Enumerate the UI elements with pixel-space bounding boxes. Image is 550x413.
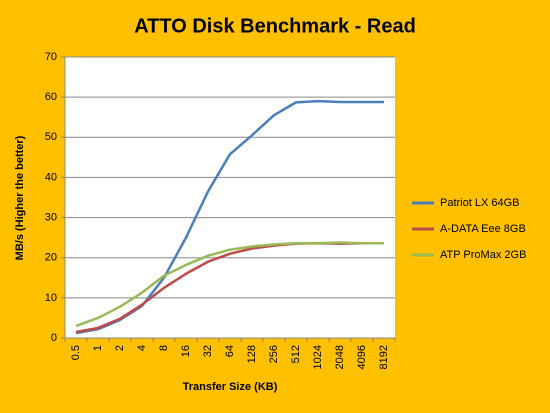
y-axis-label: MB/s (Higher the better) xyxy=(14,135,26,260)
x-tick-label: 4 xyxy=(136,345,148,351)
y-tick-label: 50 xyxy=(45,131,57,143)
chart-title: ATTO Disk Benchmark - Read xyxy=(134,15,416,37)
x-tick-label: 2048 xyxy=(334,345,346,369)
x-tick-label: 16 xyxy=(180,345,192,357)
x-tick-label: 64 xyxy=(224,345,236,357)
x-tick-label: 512 xyxy=(290,345,302,363)
y-tick-label: 20 xyxy=(45,252,57,264)
x-tick-label: 2 xyxy=(114,345,126,351)
x-tick-label: 0.5 xyxy=(70,345,82,360)
x-tick-label: 32 xyxy=(202,345,214,357)
y-tick-label: 0 xyxy=(51,332,57,344)
line-series xyxy=(75,241,384,328)
x-tick-label: 8 xyxy=(158,345,170,351)
plot-area xyxy=(65,57,395,338)
y-tick-label: 10 xyxy=(45,292,57,304)
x-tick-label: 4096 xyxy=(356,345,368,369)
y-tick-label: 30 xyxy=(45,211,57,223)
y-tick-label: 60 xyxy=(45,91,57,103)
x-tick-label: 1 xyxy=(92,345,104,351)
legend-label: A-DATA Eee 8GB xyxy=(440,223,526,235)
x-tick-label: 256 xyxy=(268,345,280,363)
y-tick-label: 40 xyxy=(45,171,57,183)
x-tick-label: 8192 xyxy=(378,345,390,369)
x-tick-label: 128 xyxy=(246,345,258,363)
legend-label: ATP ProMax 2GB xyxy=(440,249,526,261)
x-tick-label: 1024 xyxy=(312,345,324,369)
x-axis-label: Transfer Size (KB) xyxy=(183,381,278,393)
legend-label: Patriot LX 64GB xyxy=(440,197,520,209)
y-tick-label: 70 xyxy=(45,51,57,63)
